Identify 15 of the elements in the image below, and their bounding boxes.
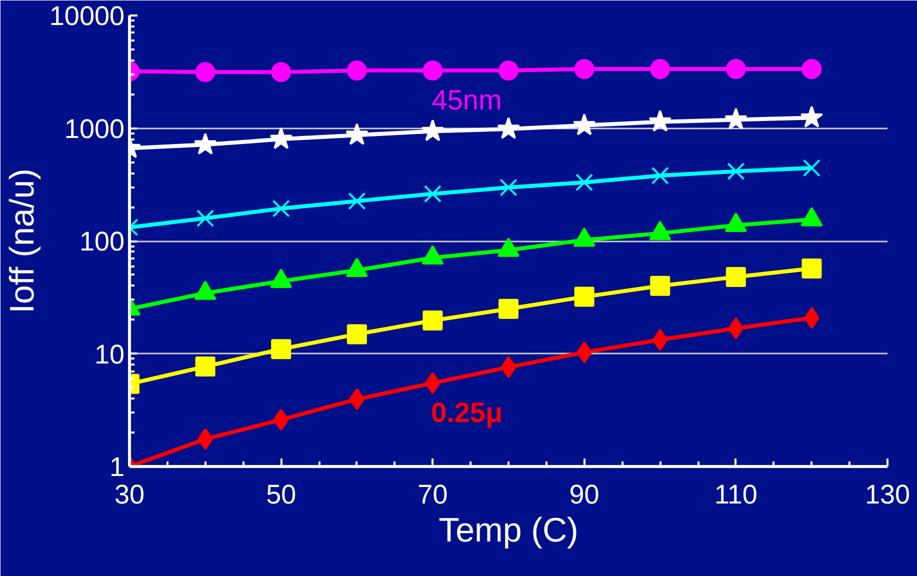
series-label: 45nm	[432, 84, 502, 116]
y-tick-label: 100	[79, 226, 125, 256]
y-tick-label: 10	[94, 339, 125, 370]
x-tick-label: 50	[266, 480, 296, 510]
x-tick-label: 110	[714, 480, 758, 510]
y-tick-label: 10000	[49, 1, 125, 31]
x-axis-title: Temp (C)	[438, 512, 578, 550]
y-tick-label: 1	[109, 452, 125, 482]
x-tick-label: 70	[418, 480, 448, 510]
y-tick-label: 1000	[64, 114, 125, 144]
x-tick-label: 130	[864, 480, 910, 510]
x-tick-label: 30	[114, 480, 145, 510]
y-axis-title: Ioff (na/u)	[3, 168, 42, 314]
series-label: 0.25μ	[430, 397, 503, 428]
x-tick-label: 90	[569, 480, 600, 510]
